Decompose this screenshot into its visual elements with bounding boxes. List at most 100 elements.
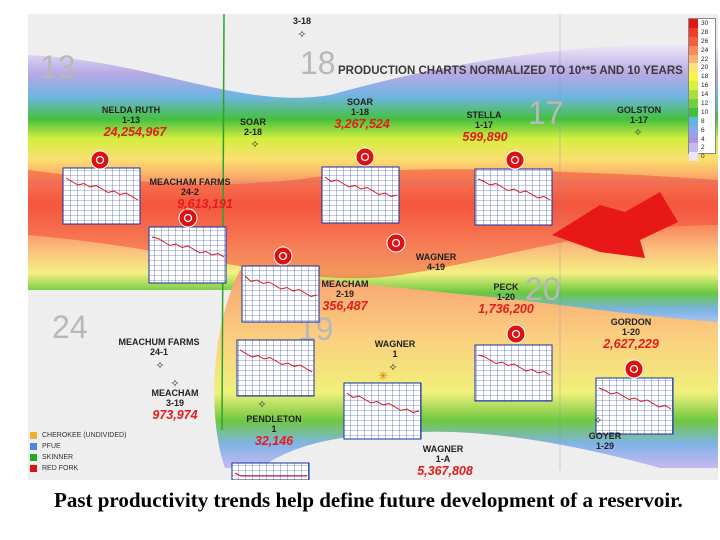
scale-row: 16 [689, 81, 715, 91]
dry-well-icon: ✧ [257, 399, 266, 411]
scale-label: 10 [701, 108, 709, 116]
well-name: WAGNER [423, 444, 464, 454]
production-chart [236, 339, 315, 397]
scale-row: 24 [689, 45, 715, 55]
caption: Past productivity trends help define fut… [54, 488, 683, 512]
well-star-icon: ✳ [378, 369, 388, 383]
well-id: 1-29 [596, 441, 614, 451]
scale-row: 8 [689, 116, 715, 126]
well-name: MEACHUM FARMS [119, 337, 200, 347]
scale-swatch [689, 143, 698, 153]
well-name: GORDON [611, 317, 652, 327]
legend-swatch [30, 465, 37, 472]
scale-label: 6 [701, 126, 705, 134]
section-line-vertical [221, 13, 225, 431]
well-production-value: 973,974 [152, 408, 197, 422]
scale-row: 12 [689, 99, 715, 108]
production-curve [477, 354, 551, 376]
scale-swatch [689, 81, 698, 91]
scale-swatch [689, 90, 698, 100]
section-number-13: 13 [40, 49, 76, 85]
producing-well-icon [178, 208, 198, 228]
production-curve [598, 387, 672, 410]
producing-well-icon [273, 246, 293, 266]
scale-swatch [689, 72, 698, 82]
producing-well-icon [355, 147, 375, 167]
well-name: SOAR [347, 97, 374, 107]
well-production-value: 24,254,967 [103, 125, 168, 139]
scale-swatch [689, 107, 698, 117]
well-production-value: 599,890 [462, 130, 507, 144]
well-symbol-icon [511, 329, 521, 339]
well-symbol-icon [278, 251, 288, 261]
dry-well-icon: ✧ [155, 360, 164, 372]
legend-item: CHEROKEE (UNDIVIDED) [30, 430, 126, 441]
production-chart [62, 167, 141, 225]
production-curve [239, 349, 313, 373]
well-production-value: 1,736,200 [478, 302, 534, 316]
scale-label: 8 [701, 117, 705, 125]
legend-label: PFUE [42, 443, 61, 450]
scale-label: 2 [701, 144, 705, 152]
scale-swatch [689, 36, 698, 46]
direction-arrow [552, 192, 678, 258]
scale-swatch [689, 54, 698, 64]
producing-well-icon [506, 324, 526, 344]
chart-title: PRODUCTION CHARTS NORMALIZED TO 10**5 AN… [338, 65, 683, 77]
legend-item: SKINNER [30, 452, 126, 463]
scale-label: 0 [701, 153, 705, 161]
well-id: 1-17 [475, 120, 493, 130]
well-id: 2-18 [244, 127, 262, 137]
well-name: WAGNER [416, 252, 457, 262]
scale-swatch [689, 134, 698, 144]
scale-swatch [689, 99, 698, 108]
well-symbol-icon [95, 155, 105, 165]
producing-well-icon [505, 150, 525, 170]
well-name: GOYER [589, 431, 622, 441]
well-symbol-icon [391, 238, 401, 248]
well-id: 1-A [436, 454, 451, 464]
producing-well-icon [624, 359, 644, 379]
legend-swatch [30, 454, 37, 461]
production-curve [477, 178, 551, 201]
well-id: 2-19 [336, 289, 354, 299]
well-production-value: 9,613,191 [177, 197, 233, 211]
production-curve [234, 472, 307, 477]
production-curve [346, 392, 420, 414]
well-production-value: 32,146 [255, 434, 294, 448]
scale-row: 14 [689, 90, 715, 100]
map-legend: CHEROKEE (UNDIVIDED) PFUE SKINNER RED FO… [30, 430, 126, 474]
scale-row: 4 [689, 134, 715, 144]
well-name: WAGNER [375, 339, 416, 349]
legend-item: PFUE [30, 441, 126, 452]
scale-swatch [689, 19, 698, 28]
scale-label: 28 [701, 28, 709, 36]
well-id: 1-20 [497, 292, 515, 302]
producing-well-icon [386, 233, 406, 253]
producing-well-icon [90, 150, 110, 170]
section-number-17: 17 [528, 95, 564, 131]
dry-well-icon: ✧ [297, 29, 306, 41]
scale-label: 30 [701, 19, 709, 27]
legend-label: SKINNER [42, 454, 74, 461]
section-number-24: 24 [52, 309, 88, 345]
dry-well-icon: ✧ [170, 378, 179, 390]
scale-label: 14 [701, 91, 709, 99]
production-curve [244, 275, 318, 298]
well-name: MEACHAM FARMS [150, 177, 231, 187]
well-production-value: 2,627,229 [602, 337, 659, 351]
well-production-value: 3,267,524 [334, 117, 390, 131]
well-id: 4-19 [427, 262, 445, 272]
scale-row: 0 [689, 152, 715, 162]
scale-swatch [689, 63, 698, 73]
scale-row: 20 [689, 63, 715, 73]
scale-label: 18 [701, 73, 709, 81]
scale-label: 24 [701, 46, 709, 54]
productivity-band-lower [214, 270, 719, 468]
well-id: 1 [392, 349, 397, 359]
scale-row: 2 [689, 143, 715, 153]
well-name: NELDA RUTH [102, 105, 160, 115]
scale-swatch [689, 152, 698, 162]
legend-swatch [30, 432, 37, 439]
scale-row: 26 [689, 36, 715, 46]
